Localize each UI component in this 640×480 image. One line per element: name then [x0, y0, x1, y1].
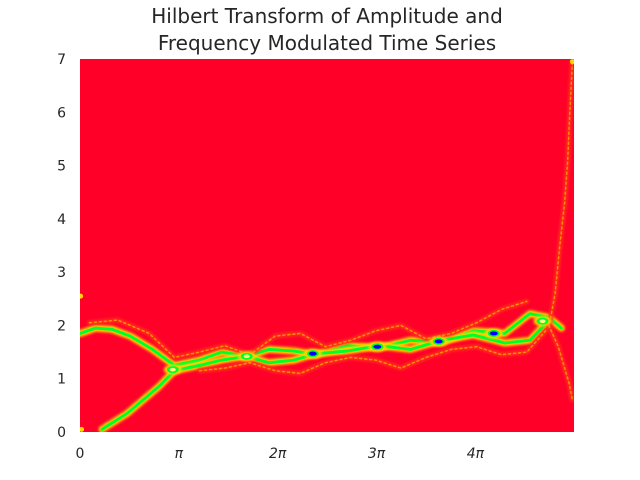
chart-title-line-2: Frequency Modulated Time Series [158, 31, 496, 55]
heatmap-edge-mark [80, 293, 84, 299]
ridge-faint-core [548, 324, 574, 401]
heatmap-ridge-ridge-faint-lower [197, 328, 549, 376]
peak-core [434, 339, 443, 344]
y-tick-label: 2 [57, 318, 66, 334]
peak-core [308, 351, 317, 356]
heatmap-background [80, 59, 574, 432]
y-tick-label: 3 [57, 265, 66, 281]
peak-core [243, 354, 250, 359]
peak-core [539, 319, 546, 323]
heatmap-ridge-ridge-end-drop [546, 322, 574, 403]
y-tick-label: 0 [57, 425, 66, 441]
peak-core [169, 367, 176, 372]
heatmap-peak [484, 328, 503, 339]
x-tick-label: 3π [368, 446, 386, 462]
x-tick-label: π [175, 446, 184, 462]
heatmap-ridge-ridge-faint-upper [86, 298, 530, 360]
x-axis-ticks: 0 π 2π 3π 4π [76, 446, 485, 462]
heatmap-peak [237, 351, 256, 362]
heatmap-edge-mark [569, 59, 574, 65]
x-tick-label: 4π [467, 446, 485, 462]
ridge-faint-core [198, 330, 547, 375]
x-tick-label: 0 [76, 446, 85, 462]
heatmap-peak [303, 348, 322, 359]
y-tick-label: 7 [57, 52, 66, 68]
peak-core [373, 344, 382, 349]
plot-area [80, 59, 574, 432]
heatmap-peak [429, 336, 448, 347]
chart-title-line-1: Hilbert Transform of Amplitude and [151, 4, 503, 28]
heatmap-edge-mark [80, 426, 85, 432]
y-axis-ticks: 0 1 2 3 4 5 6 7 [57, 52, 66, 441]
x-tick-label: 2π [269, 446, 287, 462]
heatmap-peak [533, 316, 552, 327]
y-tick-label: 6 [57, 105, 66, 121]
y-tick-label: 4 [57, 212, 66, 228]
heatmap-ridge-ridge-end-spike [546, 59, 574, 331]
y-tick-label: 1 [57, 372, 66, 388]
heatmap-peak [163, 364, 182, 375]
peak-core [489, 331, 498, 336]
y-tick-label: 5 [57, 159, 66, 175]
ridge-faint-core [88, 300, 528, 359]
heatmap-peak [368, 341, 387, 352]
ridge-faint-core [548, 60, 574, 329]
